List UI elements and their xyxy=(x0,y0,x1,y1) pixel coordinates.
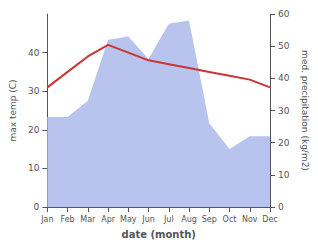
svg-text:Oct: Oct xyxy=(223,215,237,224)
svg-text:May: May xyxy=(120,215,137,224)
svg-text:20: 20 xyxy=(28,125,40,135)
svg-text:0: 0 xyxy=(278,202,284,212)
svg-text:20: 20 xyxy=(278,138,290,148)
svg-text:date (month): date (month) xyxy=(121,229,195,240)
svg-text:Sep: Sep xyxy=(202,215,217,224)
svg-text:50: 50 xyxy=(278,41,290,51)
svg-text:Aug: Aug xyxy=(181,215,197,224)
svg-text:Apr: Apr xyxy=(101,215,116,224)
svg-text:30: 30 xyxy=(278,106,290,116)
svg-text:60: 60 xyxy=(278,9,290,19)
svg-text:10: 10 xyxy=(278,170,290,180)
svg-text:40: 40 xyxy=(278,73,290,83)
svg-text:30: 30 xyxy=(28,86,40,96)
svg-text:Jan: Jan xyxy=(40,215,53,224)
svg-text:max temp (C): max temp (C) xyxy=(8,79,18,141)
svg-text:Feb: Feb xyxy=(61,215,75,224)
svg-text:Mar: Mar xyxy=(80,215,96,224)
svg-text:Jul: Jul xyxy=(163,215,174,224)
svg-text:Dec: Dec xyxy=(262,215,277,224)
svg-text:40: 40 xyxy=(28,48,40,58)
svg-text:Nov: Nov xyxy=(242,215,258,224)
svg-text:Jun: Jun xyxy=(141,215,155,224)
svg-text:med. precipitation (kg/m2): med. precipitation (kg/m2) xyxy=(300,50,310,171)
svg-text:10: 10 xyxy=(28,163,40,173)
svg-text:0: 0 xyxy=(34,202,40,212)
